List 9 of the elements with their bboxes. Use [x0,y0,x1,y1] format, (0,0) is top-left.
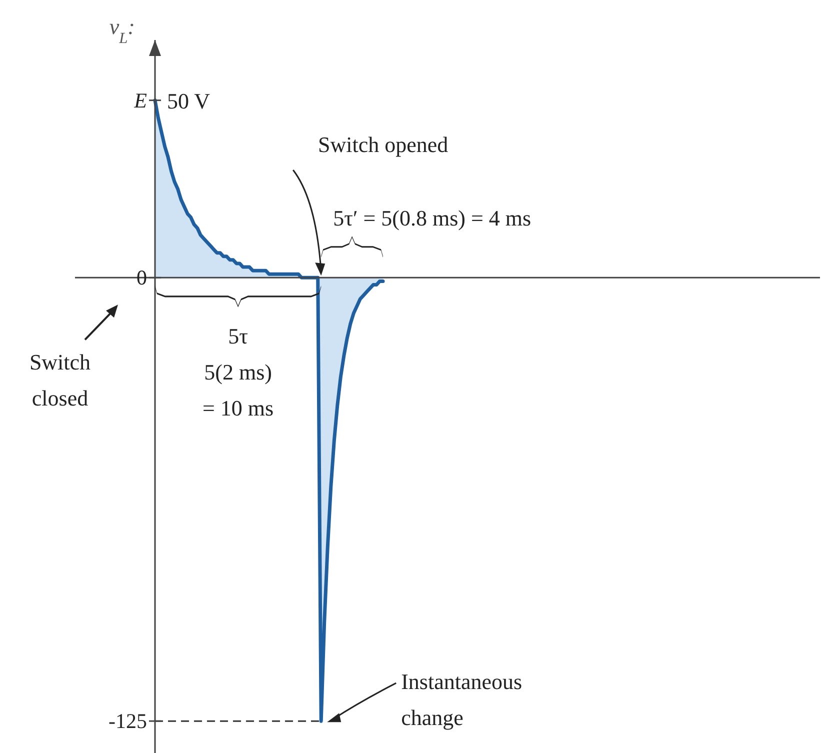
y-tick-label: E [133,88,148,112]
annotation: 50 V [167,88,210,114]
annotation: Switch opened [318,132,448,157]
text: Instantaneous change [401,669,522,730]
text: Switch closed [29,350,91,411]
annotation: 5τ 5(2 ms) = 10 ms [202,324,274,421]
y-axis-title: v$_{L}$: [109,14,135,46]
y-tick-label: -125 [108,709,147,734]
annotation: 5τ′ = 5(0.8 ms) = 4 ms [333,206,532,231]
